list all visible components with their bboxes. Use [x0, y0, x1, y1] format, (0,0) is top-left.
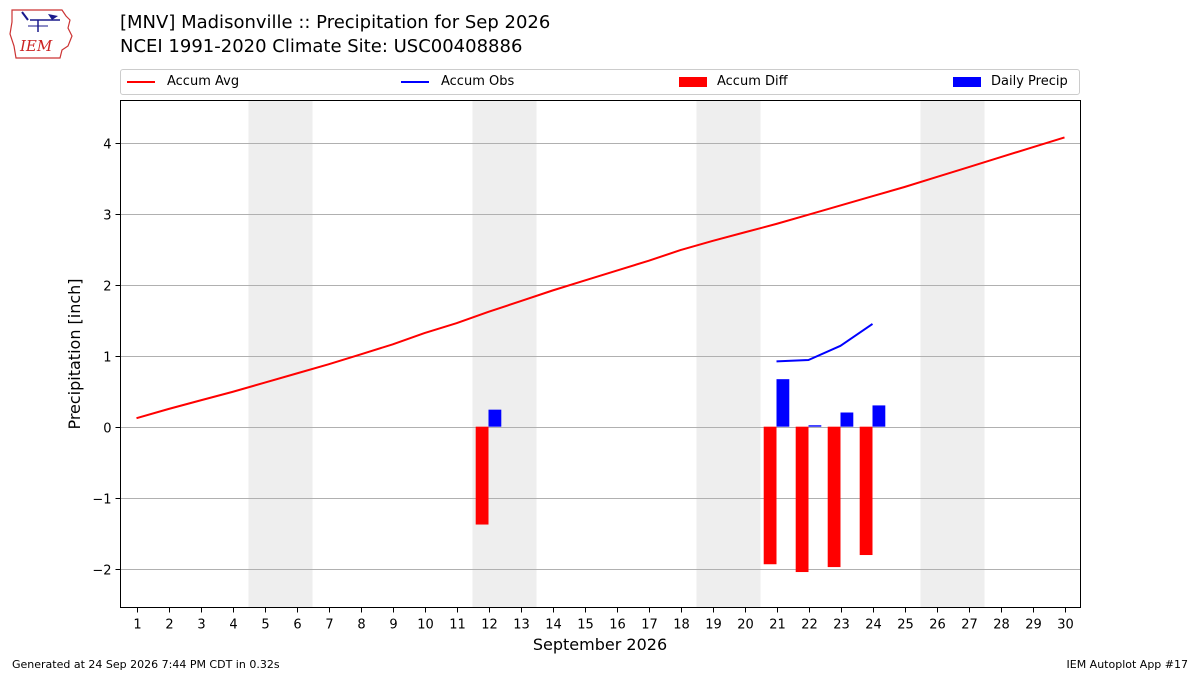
x-tick-label-10: 11: [449, 618, 466, 633]
x-tick-label-2: 3: [197, 618, 205, 633]
x-tick-label-8: 9: [389, 618, 397, 633]
legend-label-daily-precip: Daily Precip: [991, 74, 1068, 89]
y-axis-ticks: −2 −1 0 1 2 3 4: [92, 138, 121, 579]
legend-swatch-daily-precip: [953, 76, 981, 87]
iem-logo: IEM: [9, 9, 73, 59]
daily-precip-bar-21: [776, 379, 790, 427]
legend: Accum Avg Accum Obs Accum Diff Daily Pre…: [120, 69, 1080, 95]
legend-swatch-accum-obs: [401, 80, 429, 83]
x-tick-label-18: 19: [705, 618, 722, 633]
accum-obs-line: [776, 323, 874, 363]
x-tick-label-11: 12: [481, 618, 498, 633]
x-tick-label-21: 22: [801, 618, 818, 633]
weekend-band-0: [248, 100, 313, 608]
x-tick-label-14: 15: [577, 618, 594, 633]
logo-text: IEM: [19, 37, 53, 55]
chart-subtitle: NCEI 1991-2020 Climate Site: USC00408886: [120, 36, 523, 57]
bars: [475, 379, 886, 573]
legend-item-accum-diff: Accum Diff: [679, 73, 788, 91]
legend-item-daily-precip: Daily Precip: [953, 73, 1068, 91]
x-tick-label-25: 26: [929, 618, 946, 633]
legend-label-accum-avg: Accum Avg: [167, 74, 240, 89]
y-tick-label-1: −1: [92, 493, 111, 508]
y-tick-label-2: 0: [103, 422, 111, 437]
accum-avg-line: [136, 136, 1065, 420]
x-tick-label-16: 17: [641, 618, 658, 633]
chart-title: [MNV] Madisonville :: Precipitation for …: [120, 12, 551, 33]
x-tick-label-4: 5: [261, 618, 269, 633]
series-lines: [136, 136, 1065, 420]
weekend-band-3: [920, 100, 985, 608]
x-tick-label-20: 21: [769, 618, 786, 633]
generated-timestamp: Generated at 24 Sep 2026 7:44 PM CDT in …: [12, 658, 280, 671]
x-tick-label-26: 27: [961, 618, 978, 633]
daily-precip-bar-22: [808, 425, 822, 427]
accum-diff-bar-24: [859, 426, 873, 556]
x-tick-label-22: 23: [833, 618, 850, 633]
legend-label-accum-obs: Accum Obs: [441, 74, 515, 89]
weekend-band-2: [696, 100, 761, 608]
y-tick-label-6: 4: [103, 138, 111, 153]
x-tick-label-6: 7: [325, 618, 333, 633]
x-tick-label-29: 30: [1057, 618, 1074, 633]
legend-swatch-accum-diff: [679, 76, 707, 87]
x-tick-label-27: 28: [993, 618, 1010, 633]
accum-diff-bar-23: [827, 426, 841, 568]
accum-diff-bar-22: [795, 426, 809, 573]
plot-area-frame: [120, 100, 1081, 608]
grid-lines: [120, 143, 1081, 570]
daily-precip-bar-23: [840, 412, 854, 427]
weekend-band-1: [472, 100, 537, 608]
x-tick-label-23: 24: [865, 618, 882, 633]
y-tick-label-4: 2: [103, 280, 111, 295]
x-tick-label-7: 8: [357, 618, 365, 633]
x-tick-label-9: 10: [417, 618, 434, 633]
accum-diff-bar-21: [763, 426, 777, 565]
legend-label-accum-diff: Accum Diff: [717, 74, 788, 89]
y-tick-label-5: 3: [103, 209, 111, 224]
x-tick-label-1: 2: [165, 618, 173, 633]
autoplot-app-label: IEM Autoplot App #17: [1066, 658, 1189, 671]
x-tick-label-15: 16: [609, 618, 626, 633]
y-tick-label-0: −2: [92, 564, 111, 579]
daily-precip-bar-12: [488, 409, 502, 427]
x-axis-ticks: 1 2 3 4 5 6 7 8 9 10 11 12 13 14 15 16 17 18 19 20 21 22 23 24 2…: [133, 607, 1074, 633]
x-tick-label-12: 13: [513, 618, 530, 633]
accum-diff-bar-12: [475, 426, 489, 525]
x-tick-label-0: 1: [133, 618, 141, 633]
y-tick-label-3: 1: [103, 351, 111, 366]
x-tick-label-17: 18: [673, 618, 690, 633]
x-tick-label-19: 20: [737, 618, 754, 633]
x-tick-label-24: 25: [897, 618, 914, 633]
x-tick-label-5: 6: [293, 618, 301, 633]
legend-item-accum-obs: Accum Obs: [401, 73, 514, 91]
legend-swatch-accum-avg: [127, 80, 155, 83]
y-axis-label: Precipitation [inch]: [65, 278, 84, 429]
daily-precip-bar-24: [872, 405, 886, 427]
legend-item-accum-avg: Accum Avg: [127, 73, 239, 91]
x-tick-label-28: 29: [1025, 618, 1042, 633]
x-tick-label-13: 14: [545, 618, 562, 633]
x-axis-label: September 2026: [533, 635, 667, 654]
x-tick-label-3: 4: [229, 618, 237, 633]
